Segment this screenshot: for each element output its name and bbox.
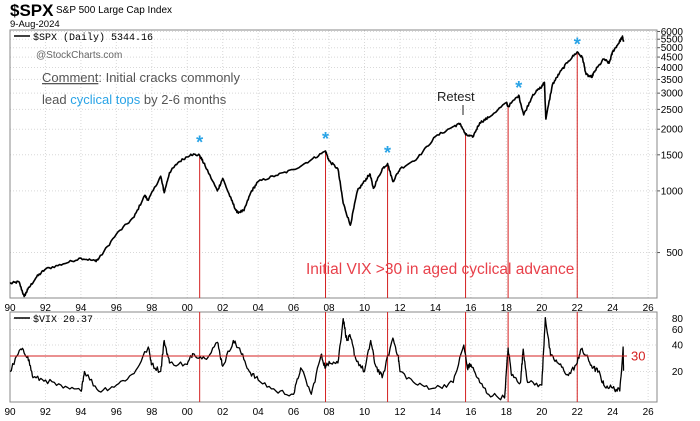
top-marker-star: * (574, 35, 581, 55)
comment-line-1: Comment: Initial cracks commonly (42, 70, 240, 85)
vix-legend-title: $VIX 20.37 (33, 314, 93, 326)
vix-x-tick-label: 02 (217, 407, 229, 418)
vix-x-tick-label: 24 (607, 407, 619, 418)
main-x-tick-label: 98 (146, 303, 158, 314)
spx-price-line (9, 35, 625, 298)
main-legend-title: $SPX (Daily) 5344.16 (33, 32, 153, 44)
comment-line-2: lead cyclical tops by 2-6 months (42, 92, 227, 107)
vix-y-tick-label: 60 (672, 325, 684, 336)
vix-x-tick-label: 16 (465, 407, 477, 418)
main-x-tick-label: 94 (75, 303, 87, 314)
main-x-tick-label: 16 (465, 303, 477, 314)
main-x-tick-label: 10 (359, 303, 371, 314)
vix-x-tick-label: 04 (253, 407, 265, 418)
vix-x-tick-label: 10 (359, 407, 371, 418)
main-y-tick-label: 4500 (661, 53, 684, 64)
vix-x-tick-label: 98 (146, 407, 158, 418)
vix-x-tick-label: 18 (501, 407, 513, 418)
vix-x-tick-label: 08 (324, 407, 336, 418)
vix-x-tick-label: 94 (75, 407, 87, 418)
comment-line-2-post: by 2-6 months (140, 92, 226, 107)
vix-x-tick-label: 14 (430, 407, 442, 418)
vix-x-tick-label: 92 (40, 407, 52, 418)
main-y-tick-label: 3500 (661, 75, 684, 86)
main-x-tick-label: 18 (501, 303, 513, 314)
chart-date: 9-Aug-2024 (10, 19, 60, 30)
vix-x-tick-label: 06 (288, 407, 300, 418)
vix-reference-label: 30 (631, 349, 645, 364)
vix-x-tick-label: 26 (643, 407, 655, 418)
chart-symbol: $SPX (10, 1, 54, 20)
vix-y-tick-label: 40 (672, 341, 684, 352)
main-x-tick-label: 96 (111, 303, 123, 314)
main-y-tick-label: 4000 (661, 63, 684, 74)
vix-x-tick-label: 96 (111, 407, 123, 418)
main-y-tick-label: 5500 (661, 35, 684, 46)
main-x-tick-label: 92 (40, 303, 52, 314)
main-y-tick-label: 3000 (661, 89, 684, 100)
vix-note-annotation: Initial VIX >30 in aged cyclical advance (306, 261, 574, 278)
chart-security-name: S&P 500 Large Cap Index (56, 5, 173, 16)
main-x-tick-label: 90 (4, 303, 16, 314)
top-marker-star: * (515, 78, 522, 98)
vix-x-tick-label: 90 (4, 407, 16, 418)
main-y-tick-label: 1500 (661, 150, 684, 161)
main-x-tick-label: 12 (394, 303, 406, 314)
vix-x-tick-label: 12 (394, 407, 406, 418)
vix-x-tick-label: 22 (572, 407, 584, 418)
main-x-tick-label: 20 (536, 303, 548, 314)
main-x-tick-label: 22 (572, 303, 584, 314)
watermark: @StockCharts.com (36, 50, 122, 61)
main-x-tick-label: 26 (643, 303, 655, 314)
comment-line-1-text: : Initial cracks commonly (98, 70, 240, 85)
main-x-tick-label: 24 (607, 303, 619, 314)
main-y-tick-label: 1000 (661, 186, 684, 197)
vix-y-tick-label: 80 (672, 314, 684, 325)
comment-label: Comment (42, 70, 99, 85)
vix-y-tick-label: 20 (672, 367, 684, 378)
main-y-tick-label: 2500 (661, 105, 684, 116)
main-x-tick-label: 02 (217, 303, 229, 314)
comment-line-2-highlight: cyclical tops (70, 92, 141, 107)
vix-panel-frame (9, 311, 658, 403)
main-panel-frame (9, 29, 658, 299)
main-y-tick-label: 500 (666, 248, 683, 259)
main-y-tick-label: 6000 (661, 27, 684, 38)
top-marker-star: * (384, 143, 391, 163)
comment-line-2-pre: lead (42, 92, 70, 107)
vix-x-tick-label: 00 (182, 407, 194, 418)
main-x-tick-label: 06 (288, 303, 300, 314)
retest-label: Retest (437, 89, 475, 104)
main-x-tick-label: 04 (253, 303, 265, 314)
main-x-tick-label: 14 (430, 303, 442, 314)
top-marker-star: * (322, 129, 329, 149)
vix-x-tick-label: 20 (536, 407, 548, 418)
top-marker-star: * (196, 133, 203, 153)
main-y-tick-label: 2000 (661, 125, 684, 136)
main-x-tick-label: 08 (324, 303, 336, 314)
main-y-tick-label: 5000 (661, 43, 684, 54)
main-x-tick-label: 00 (182, 303, 194, 314)
